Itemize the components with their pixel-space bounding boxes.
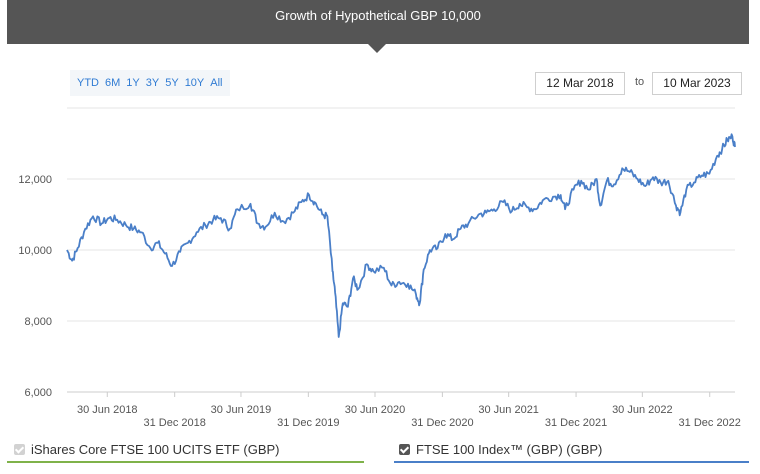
date-to-input[interactable]: 10 Mar 2023 [652, 72, 742, 95]
x-tick-label: 31 Dec 2018 [143, 417, 205, 429]
chart-title: Growth of Hypothetical GBP 10,000 [275, 8, 481, 23]
x-tick-label: 30 Jun 2018 [77, 404, 138, 416]
legend-label-ftse-100-index: FTSE 100 Index™ (GBP) (GBP) [416, 441, 603, 457]
x-tick-label: 31 Dec 2021 [545, 417, 607, 429]
range-1y-button[interactable]: 1Y [126, 77, 140, 89]
date-to-label: to [635, 76, 645, 88]
legend-underline-ftse-100-index [394, 461, 749, 463]
legend-label-ishares-etf: iShares Core FTSE 100 UCITS ETF (GBP) [31, 441, 280, 457]
y-tick-label: 6,000 [24, 387, 52, 399]
chart-title-banner: Growth of Hypothetical GBP 10,000 [7, 0, 749, 44]
checkbox-checked-icon[interactable] [399, 443, 410, 455]
range-all-button[interactable]: All [210, 77, 223, 89]
range-ytd-button[interactable]: YTD [77, 77, 99, 89]
x-tick-label: 30 Jun 2022 [612, 404, 673, 416]
x-tick-label: 30 Jun 2019 [211, 404, 272, 416]
range-5y-button[interactable]: 5Y [165, 77, 179, 89]
range-10y-button[interactable]: 10Y [184, 77, 205, 89]
x-tick-label: 30 Jun 2020 [345, 404, 406, 416]
legend-underline-ishares-etf [7, 461, 364, 463]
x-tick-label: 31 Dec 2022 [679, 417, 741, 429]
range-3y-button[interactable]: 3Y [145, 77, 160, 89]
banner-pointer-icon [368, 44, 386, 53]
range-6m-button[interactable]: 6M [105, 77, 121, 89]
range-selector: YTD 6M 1Y 3Y 5Y 10Y All [70, 70, 230, 96]
x-tick-label: 31 Dec 2019 [277, 417, 339, 429]
series-line-ftse-100-index [66, 133, 736, 338]
x-tick-label: 31 Dec 2020 [411, 417, 473, 429]
checkbox-unchecked-icon[interactable] [14, 443, 25, 455]
growth-line-chart: 6,000 8,000 10,000 12,000 30 Jun 2018 31 Dec … [18, 107, 741, 429]
legend-item-ftse-100-index[interactable]: FTSE 100 Index™ (GBP) (GBP) [399, 438, 602, 460]
y-tick-label: 8,000 [24, 316, 52, 328]
y-tick-label: 10,000 [18, 245, 52, 257]
date-from-input[interactable]: 12 Mar 2018 [535, 72, 625, 95]
legend-item-ishares-etf[interactable]: iShares Core FTSE 100 UCITS ETF (GBP) [14, 438, 280, 460]
y-tick-label: 12,000 [18, 174, 52, 186]
x-tick-label: 30 Jun 2021 [478, 404, 539, 416]
